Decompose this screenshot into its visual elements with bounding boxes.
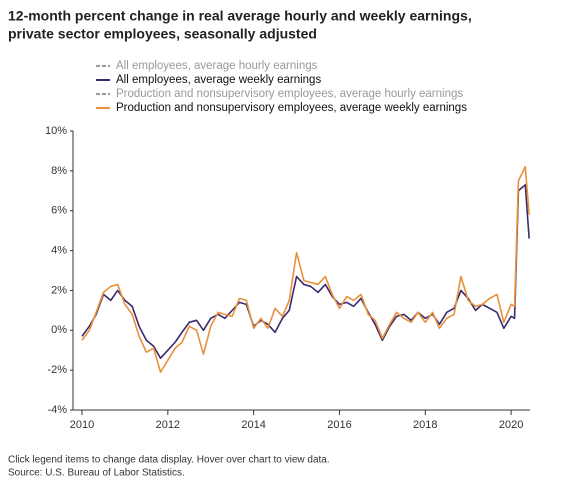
x-tick-label: 2010 xyxy=(70,419,94,431)
y-tick-label: 8% xyxy=(51,165,67,177)
legend-label[interactable]: Production and nonsupervisory employees,… xyxy=(116,88,463,100)
y-tick-label: 4% xyxy=(51,244,67,256)
chart-title: private sector employees, seasonally adj… xyxy=(8,26,317,42)
y-tick-label: 6% xyxy=(51,205,67,217)
x-tick-label: 2014 xyxy=(241,419,265,431)
x-tick-label: 2016 xyxy=(327,419,351,431)
y-tick-label: -2% xyxy=(47,364,67,376)
x-tick-label: 2018 xyxy=(413,419,437,431)
y-tick-label: 10% xyxy=(45,125,67,137)
legend-label[interactable]: Production and nonsupervisory employees,… xyxy=(116,102,467,114)
x-tick-label: 2020 xyxy=(499,419,523,431)
chart-title: 12-month percent change in real average … xyxy=(8,8,472,24)
y-tick-label: -4% xyxy=(47,404,67,416)
series-line xyxy=(81,166,530,373)
legend-label[interactable]: All employees, average weekly earnings xyxy=(116,74,321,86)
y-tick-label: 2% xyxy=(51,284,67,296)
series-line xyxy=(81,184,530,359)
y-tick-label: 0% xyxy=(51,324,67,336)
source: Source: U.S. Bureau of Labor Statistics. xyxy=(8,468,185,479)
footnote: Click legend items to change data displa… xyxy=(8,455,330,466)
x-tick-label: 2012 xyxy=(156,419,180,431)
legend-label[interactable]: All employees, average hourly earnings xyxy=(116,60,318,72)
